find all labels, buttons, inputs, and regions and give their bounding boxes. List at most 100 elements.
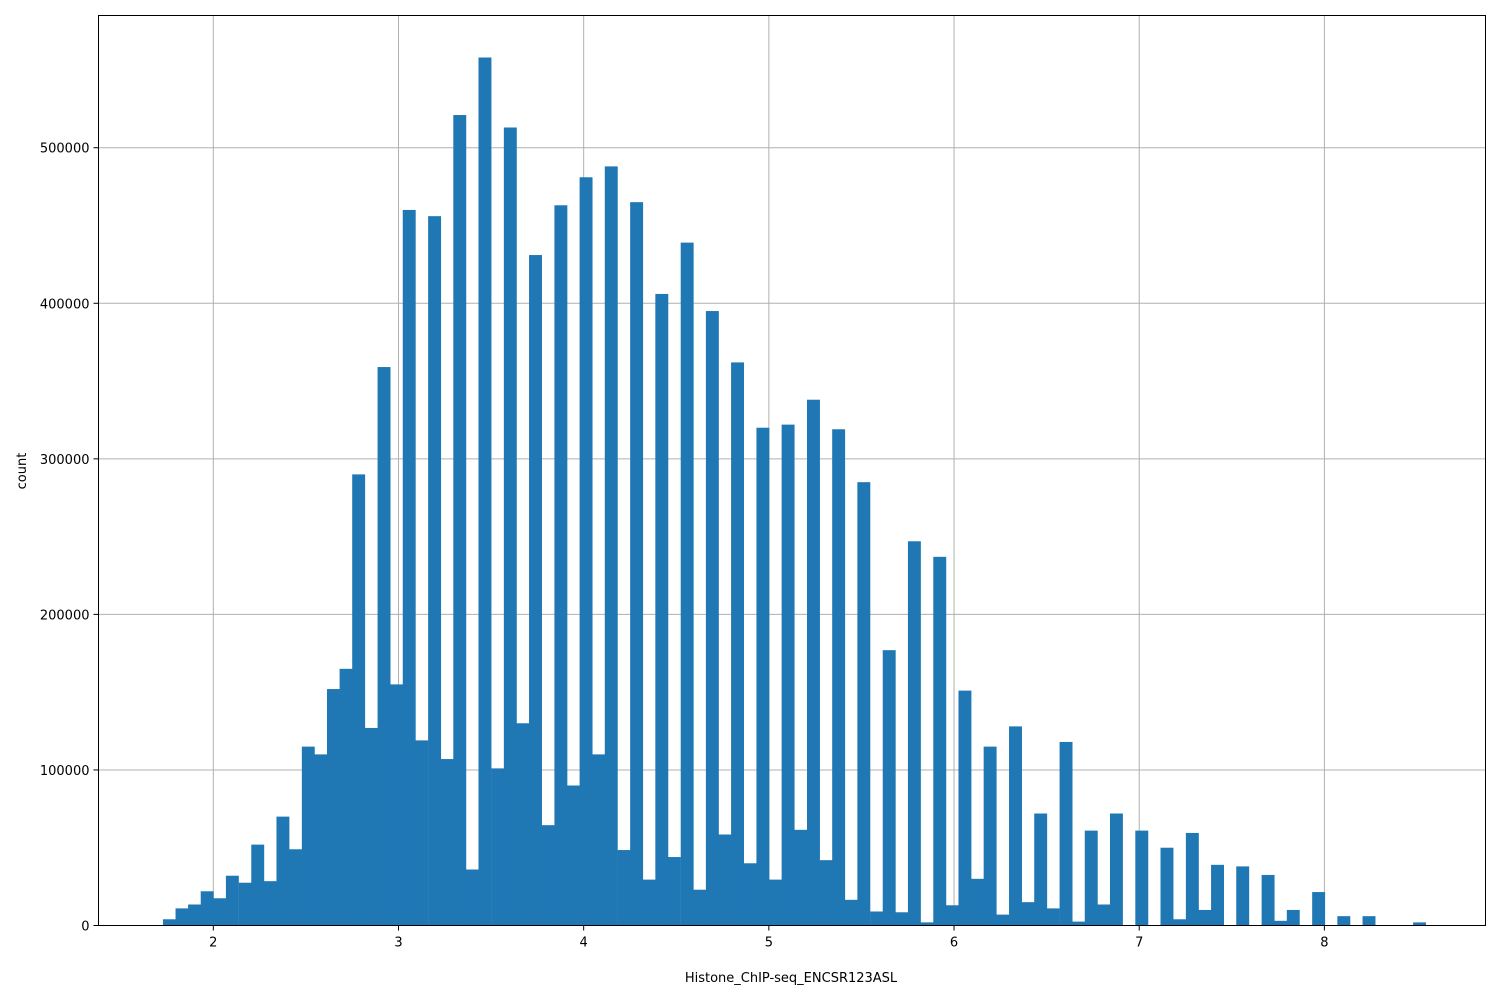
histogram-bar (693, 889, 707, 926)
histogram-bar (415, 740, 429, 926)
histogram-bar (162, 919, 176, 926)
histogram-bar (491, 768, 505, 926)
histogram-bar (1211, 864, 1224, 926)
histogram-bar (857, 482, 871, 926)
x-axis-label: Histone_ChIP-seq_ENCSR123ASL (685, 971, 898, 986)
x-tick-label: 8 (1320, 936, 1328, 951)
histogram-bar (478, 57, 492, 926)
histogram-bar (339, 668, 353, 926)
x-tick-label: 6 (950, 936, 958, 951)
histogram-bars (162, 57, 1427, 926)
histogram-bar (920, 922, 934, 926)
x-tick-label: 7 (1135, 936, 1143, 951)
histogram-bar (1198, 909, 1212, 926)
histogram-bar (440, 759, 454, 926)
histogram-bar (1046, 908, 1060, 926)
histogram-bar (945, 905, 959, 926)
histogram-bar (630, 202, 644, 926)
histogram-bar (188, 904, 202, 926)
histogram-bar (958, 690, 972, 926)
x-tick-label: 2 (209, 936, 217, 951)
histogram-bar (907, 541, 921, 926)
histogram-bar (1072, 921, 1086, 926)
histogram-bar (832, 429, 846, 926)
histogram-bar (251, 844, 265, 926)
histogram-bar (1009, 726, 1022, 926)
histogram-bar (971, 878, 984, 926)
histogram-bar (1135, 830, 1149, 926)
histogram-bar (680, 242, 694, 926)
histogram-bar (1286, 909, 1300, 926)
histogram-bar (402, 209, 416, 926)
x-tick-label: 4 (580, 936, 588, 951)
histogram-bar (516, 723, 530, 926)
histogram-bar (882, 650, 896, 926)
histogram-bar (390, 684, 404, 926)
histogram-bar (465, 869, 479, 926)
histogram-bar (1059, 741, 1073, 926)
histogram-bar (1109, 813, 1123, 926)
histogram-bar (794, 829, 808, 926)
histogram-bar (1337, 916, 1351, 926)
y-tick-label: 500000 (40, 142, 90, 157)
histogram-bar (1034, 813, 1048, 926)
histogram-bar (1312, 892, 1326, 926)
histogram-bar (1173, 919, 1187, 926)
histogram-bar (769, 879, 782, 926)
histogram-bar (554, 205, 568, 926)
histogram-bar (718, 834, 732, 926)
histogram-bar (996, 914, 1010, 926)
histogram-bar (377, 367, 391, 926)
histogram-bar (756, 427, 770, 926)
histogram-bar (781, 424, 795, 926)
histogram-bar (225, 875, 239, 926)
histogram-bar (705, 311, 719, 926)
histogram-bar (819, 860, 833, 926)
histogram-bar (428, 216, 442, 926)
histogram-bar (655, 293, 669, 926)
x-tick-label: 3 (394, 936, 402, 951)
histogram-bar (175, 908, 189, 926)
histogram-bar (642, 879, 656, 926)
histogram-bar (579, 177, 593, 926)
histogram-bar (895, 912, 909, 926)
histogram-bar (276, 816, 290, 926)
y-tick-label: 100000 (40, 764, 90, 779)
histogram-bar (567, 785, 580, 926)
histogram-bar (1097, 904, 1111, 926)
histogram-bar (314, 754, 328, 926)
plot-frame (98, 15, 1486, 926)
histogram-bar (1236, 866, 1250, 926)
histogram-bar (213, 898, 227, 926)
histogram-bar (238, 882, 252, 926)
histogram-bar (301, 746, 315, 926)
histogram-bar (1021, 902, 1035, 926)
histogram-bar (1160, 847, 1174, 926)
histogram-bar (327, 689, 340, 926)
histogram-bar (200, 891, 214, 926)
histogram-bar (541, 825, 555, 926)
histogram-bar (1274, 920, 1288, 926)
y-tick-label: 200000 (40, 608, 90, 623)
histogram-bar (263, 881, 277, 926)
histogram-bar (983, 746, 997, 926)
y-tick-label: 400000 (40, 297, 90, 312)
histogram-bar (743, 863, 757, 926)
histogram-bar (1185, 832, 1199, 926)
histogram-bar (731, 362, 745, 926)
y-tick-label: 0 (81, 920, 89, 935)
histogram-bar (870, 911, 884, 926)
histogram-bar (1261, 874, 1275, 926)
histogram-bar (844, 899, 858, 926)
histogram-bar (667, 857, 681, 926)
histogram-bar (933, 556, 947, 926)
histogram-bar (453, 115, 467, 926)
histogram-bar (604, 166, 618, 926)
axis-ticks: 2 3 4 5 6 7 8 0 100000 200000 300000 400000 500000 (40, 142, 1329, 951)
histogram-bar (1413, 922, 1427, 926)
histogram-bar (352, 474, 366, 926)
y-axis-label: count (15, 453, 30, 490)
histogram-bar (529, 255, 542, 926)
x-tick-label: 5 (765, 936, 773, 951)
histogram-bar (1362, 916, 1376, 926)
